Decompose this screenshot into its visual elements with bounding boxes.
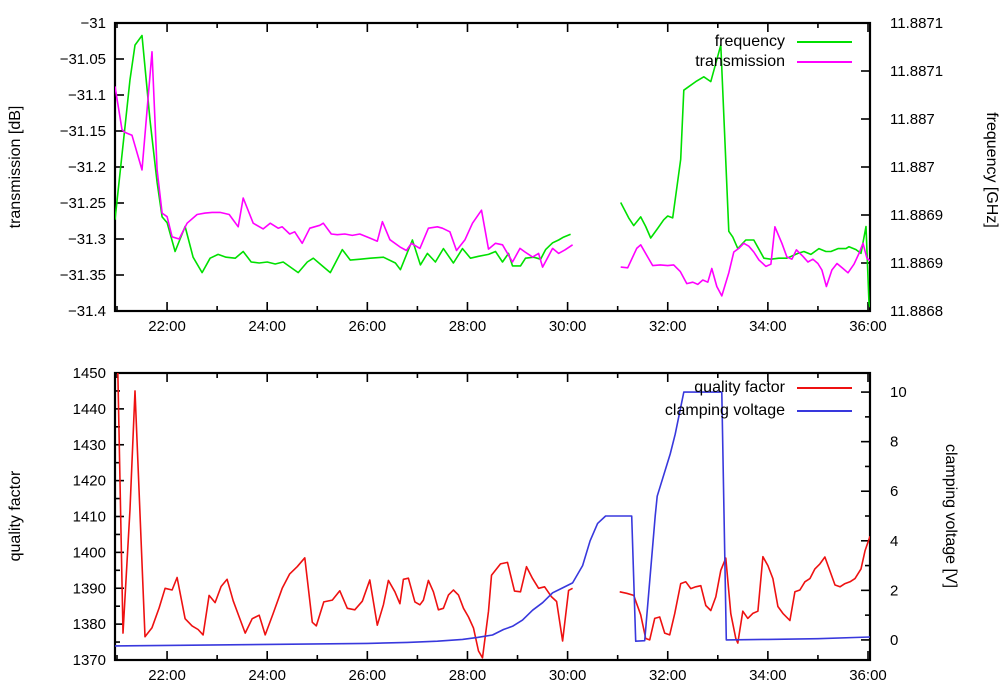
- x-tick-label: 22:00: [148, 318, 186, 335]
- x-tick-label: 26:00: [349, 318, 387, 335]
- x-tick-label: 36:00: [849, 667, 887, 684]
- y-right-tick-label: 11.8868: [890, 303, 943, 320]
- x-tick-label: 24:00: [248, 667, 286, 684]
- y-left-tick-label: 1450: [73, 365, 106, 382]
- x-tick-label: 22:00: [148, 667, 186, 684]
- clamping-voltage-legend-line: [797, 410, 852, 412]
- y-left-tick-label: 1390: [73, 580, 106, 597]
- y-left-tick-label: −31.1: [68, 87, 106, 104]
- legend-entry-quality-factor: quality factor: [694, 379, 852, 397]
- y-right-tick-label: 11.8869: [890, 207, 943, 224]
- clamping-voltage-series-line: [115, 391, 870, 647]
- y-left-tick-label: −31.15: [60, 123, 106, 140]
- x-tick-label: 24:00: [248, 318, 286, 335]
- transmission-legend-line: [797, 61, 852, 63]
- y-right-tick-label: 11.8869: [890, 255, 943, 272]
- quality-factor-series-line: [117, 373, 573, 659]
- legend-entry-clamping-voltage: clamping voltage: [665, 402, 852, 420]
- transmission-series-line: [620, 226, 870, 297]
- y-left-tick-label: 1420: [73, 473, 106, 490]
- top-panel: [113, 21, 872, 313]
- x-tick-label: 30:00: [549, 318, 587, 335]
- y-left-tick-label: −31.25: [60, 195, 106, 212]
- x-tick-label: 30:00: [549, 667, 587, 684]
- y-left-tick-label: −31.3: [68, 231, 106, 248]
- legend-entry-frequency: frequency: [715, 33, 852, 51]
- y-left-tick-label: −31.05: [60, 51, 106, 68]
- top-left-axis-title: transmission [dB]: [7, 105, 24, 229]
- x-tick-label: 28:00: [449, 318, 487, 335]
- bottom-left-axis-title: quality factor: [7, 470, 24, 562]
- y-left-tick-label: −31.2: [68, 159, 106, 176]
- y-right-tick-label: 11.8871: [890, 15, 943, 32]
- y-right-tick-label: 4: [890, 533, 898, 550]
- y-left-tick-label: −31.4: [68, 303, 106, 320]
- legend-label-transmission: transmission: [695, 53, 785, 70]
- legend-label-frequency: frequency: [714, 33, 785, 50]
- y-right-tick-label: 10: [890, 384, 907, 401]
- y-left-tick-label: 1410: [73, 509, 106, 526]
- quality-factor-series-line: [619, 535, 870, 644]
- y-left-tick-label: 1380: [73, 616, 106, 633]
- frequency-legend-line: [797, 41, 852, 43]
- y-right-tick-label: 11.8871: [890, 63, 943, 80]
- x-tick-label: 32:00: [649, 318, 687, 335]
- x-tick-label: 34:00: [749, 318, 787, 335]
- y-left-tick-label: −31: [81, 15, 106, 32]
- y-right-tick-label: 6: [890, 483, 898, 500]
- y-left-tick-label: −31.35: [60, 267, 106, 284]
- y-right-tick-label: 2: [890, 582, 898, 599]
- x-tick-label: 26:00: [349, 667, 387, 684]
- frequency-series-line: [115, 34, 571, 274]
- transmission-series-line: [115, 50, 574, 268]
- y-left-tick-label: 1400: [73, 544, 106, 561]
- y-right-tick-label: 8: [890, 434, 898, 451]
- y-left-tick-label: 1370: [73, 652, 106, 669]
- top-right-axis-title: frequency [GHz]: [983, 112, 1000, 228]
- legend-label-quality-factor: quality factor: [694, 379, 785, 396]
- y-right-tick-label: 11.887: [890, 159, 935, 176]
- y-left-tick-label: 1430: [73, 437, 106, 454]
- x-tick-label: 32:00: [649, 667, 687, 684]
- bottom-right-axis-title: clamping voltage [V]: [942, 443, 959, 589]
- quality-factor-legend-line: [797, 387, 852, 389]
- y-left-tick-label: 1440: [73, 401, 106, 418]
- legend-label-clamping-voltage: clamping voltage: [664, 402, 785, 419]
- legend-entry-transmission: transmission: [695, 53, 852, 71]
- x-tick-label: 36:00: [849, 318, 887, 335]
- y-right-tick-label: 0: [890, 632, 898, 649]
- x-tick-label: 28:00: [449, 667, 487, 684]
- bottom-panel: [113, 371, 872, 662]
- y-right-tick-label: 11.887: [890, 111, 935, 128]
- x-tick-label: 34:00: [749, 667, 787, 684]
